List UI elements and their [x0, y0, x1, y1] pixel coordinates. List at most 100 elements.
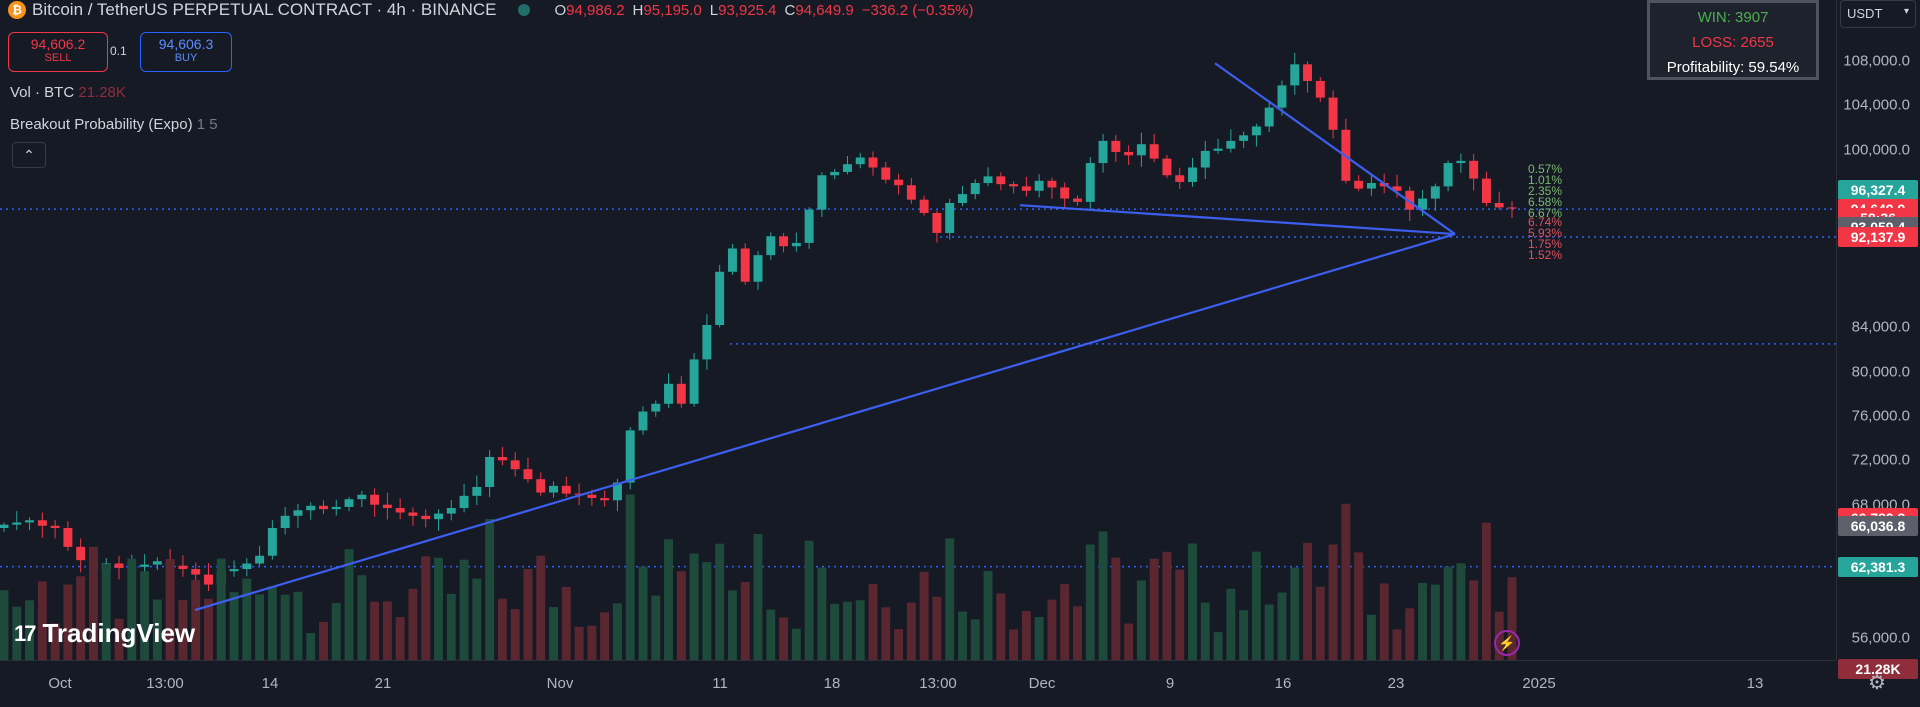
market-status-icon[interactable]	[518, 4, 531, 16]
candle	[996, 176, 1006, 185]
candle	[50, 525, 60, 528]
candle	[0, 524, 9, 528]
volume-bar	[1149, 558, 1159, 660]
volume-bar	[421, 556, 431, 660]
sell-label: SELL	[44, 52, 72, 64]
gear-icon[interactable]: ⚙	[1868, 672, 1886, 694]
probability-down-label: 6.74%	[1528, 215, 1562, 229]
candle	[434, 513, 443, 520]
breakout-params: 1 5	[196, 116, 218, 133]
volume-bar	[779, 617, 789, 660]
currency-selector[interactable]: USDT ▾	[1840, 0, 1916, 28]
candle	[293, 510, 303, 516]
candle	[37, 520, 47, 526]
volume-indicator-legend[interactable]: Vol · BTC 21.28K	[10, 84, 126, 101]
volume-bar	[114, 618, 124, 660]
volume-label: Vol · BTC	[10, 84, 75, 101]
candle	[676, 383, 686, 404]
price-chart[interactable]: 0.57%1.01%2.35%6.58%6.67%6.74%5.93%1.75%…	[0, 0, 1836, 660]
time-tick-label: 13	[1746, 675, 1764, 692]
candle	[766, 236, 776, 256]
volume-bar	[357, 575, 367, 660]
candle	[1200, 150, 1210, 168]
candle	[894, 179, 904, 186]
volume-bar	[408, 588, 418, 660]
ohlc-low: L93,925.4	[709, 1, 777, 19]
volume-bar	[1469, 580, 1479, 660]
time-tick-label: 2025	[1522, 675, 1556, 692]
volume-bar	[382, 601, 392, 660]
volume-bar	[740, 581, 750, 660]
symbol-header[interactable]: ₿ Bitcoin / TetherUS PERPETUAL CONTRACT …	[8, 0, 982, 20]
candle	[1009, 184, 1019, 187]
volume-bar	[1098, 531, 1108, 660]
candle	[382, 504, 392, 509]
symbol-title[interactable]: Bitcoin / TetherUS PERPETUAL CONTRACT · …	[32, 0, 497, 19]
candle	[510, 460, 520, 470]
candle	[306, 505, 316, 511]
candle	[1098, 140, 1108, 164]
volume-bar	[689, 553, 699, 660]
lightning-icon[interactable]: ⚡	[1494, 630, 1520, 656]
volume-bar	[165, 558, 175, 660]
volume-bar	[970, 619, 980, 660]
candle	[804, 209, 814, 243]
volume-bar	[1418, 582, 1428, 660]
price-tick-label: 72,000.0	[1851, 451, 1910, 469]
candle	[664, 383, 674, 404]
candle	[587, 494, 597, 499]
volume-bar	[446, 593, 456, 660]
chart-area[interactable]: 0.57% 1.01% 2.35% 6.58% 6.67% 6.74% 5.93% 1.75%…	[0, 0, 1836, 660]
volume-bar	[1213, 632, 1223, 660]
sell-button[interactable]: 94,606.2 SELL	[8, 32, 108, 72]
volume-bar	[1251, 551, 1261, 660]
candle	[1315, 80, 1325, 98]
volume-bar	[1073, 606, 1082, 660]
volume-bar	[510, 609, 520, 660]
breakout-indicator-legend[interactable]: Breakout Probability (Expo) 1 5	[10, 116, 218, 133]
volume-bar	[1366, 614, 1376, 660]
candle	[1392, 186, 1402, 191]
volume-bar	[919, 571, 929, 660]
buy-button[interactable]: 94,606.3 BUY	[140, 32, 232, 72]
volume-bar	[1303, 542, 1312, 660]
candle	[740, 248, 750, 282]
volume-bar	[293, 591, 303, 660]
volume-bar	[434, 557, 443, 660]
volume-bar	[1226, 588, 1236, 660]
candle	[1034, 180, 1044, 191]
volume-bar	[1188, 543, 1197, 660]
volume-bar	[88, 546, 98, 660]
volume-bar	[255, 594, 265, 660]
trendline-upper-wedge	[1214, 62, 1456, 235]
ohlc-open: O94,986.2	[554, 1, 625, 19]
time-tick-label: 18	[823, 675, 841, 692]
order-quantity[interactable]: 0.1	[110, 44, 127, 58]
volume-bar	[1481, 522, 1491, 660]
candle	[983, 176, 993, 184]
breakout-label: Breakout Probability (Expo)	[10, 116, 193, 133]
price-axis[interactable]: 112,000.0108,000.0104,000.0100,000.084,0…	[1836, 0, 1920, 680]
candle	[523, 469, 533, 480]
candle	[1047, 180, 1057, 188]
volume-bar	[319, 621, 328, 660]
tradingview-logo[interactable]: 17 TradingView	[14, 618, 195, 649]
volume-bar	[1354, 552, 1364, 660]
volume-bar	[523, 568, 533, 660]
candle	[1494, 202, 1504, 208]
candle	[1188, 167, 1197, 182]
candle	[1111, 140, 1121, 152]
volume-bar	[497, 598, 507, 660]
time-axis[interactable]: Oct 13:00 14 21 Nov 11 18 13:00 Dec 9 16 23 2025 13	[0, 660, 1836, 707]
collapse-legend-button[interactable]: ⌃	[12, 142, 46, 168]
volume-bar	[1162, 551, 1172, 660]
candle	[331, 506, 341, 510]
volume-bar	[804, 540, 814, 660]
candle	[12, 522, 22, 525]
volume-bar	[625, 494, 635, 660]
ohlc-close: C94,649.9	[784, 1, 854, 19]
price-tick-label: 108,000.0	[1843, 52, 1910, 70]
candle	[919, 199, 929, 213]
candle	[344, 499, 354, 507]
volume-bar	[1290, 567, 1300, 660]
